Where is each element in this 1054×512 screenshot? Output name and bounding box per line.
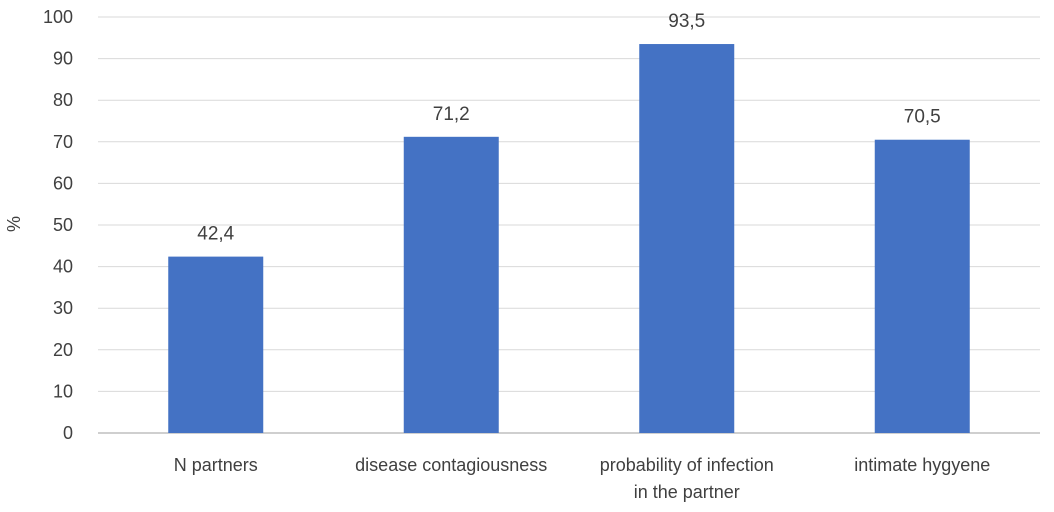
x-tick-label: intimate hygyene [854, 455, 990, 475]
x-tick-label: disease contagiousness [355, 455, 547, 475]
x-tick-label-line: intimate hygyene [854, 455, 990, 475]
y-tick-label: 100 [43, 7, 73, 27]
y-tick-label: 90 [53, 49, 73, 69]
y-tick-label: 0 [63, 423, 73, 443]
y-tick-label: 60 [53, 173, 73, 193]
bars [168, 44, 970, 434]
x-tick-label: N partners [174, 455, 258, 475]
y-tick-label: 40 [53, 257, 73, 277]
data-label: 42,4 [197, 224, 234, 245]
bar [639, 44, 735, 433]
y-tick-label: 70 [53, 132, 73, 152]
y-axis-ticks: 0 10 20 30 40 50 60 70 80 90 100 [43, 7, 73, 443]
y-tick-label: 80 [53, 90, 73, 110]
x-axis-ticks: N partners disease contagiousness probabil… [174, 455, 991, 502]
x-tick-label-line: probability of infection [600, 455, 774, 475]
y-axis-label: % [4, 216, 24, 232]
x-tick-label-line: disease contagiousness [355, 455, 547, 475]
y-tick-label: 20 [53, 340, 73, 360]
y-tick-label: 50 [53, 215, 73, 235]
data-label: 70,5 [904, 107, 941, 128]
data-label: 71,2 [433, 104, 470, 125]
y-tick-label: 30 [53, 298, 73, 318]
data-labels: 42,4 71,2 93,5 70,5 [197, 11, 940, 245]
bar [403, 136, 499, 434]
x-tick-label-line: N partners [174, 455, 258, 475]
data-label: 93,5 [668, 11, 705, 32]
x-tick-label: probability of infection in the partner [600, 455, 774, 502]
bar [168, 256, 264, 433]
y-tick-label: 10 [53, 381, 73, 401]
x-tick-label-line: in the partner [634, 482, 740, 502]
bar [874, 139, 970, 433]
